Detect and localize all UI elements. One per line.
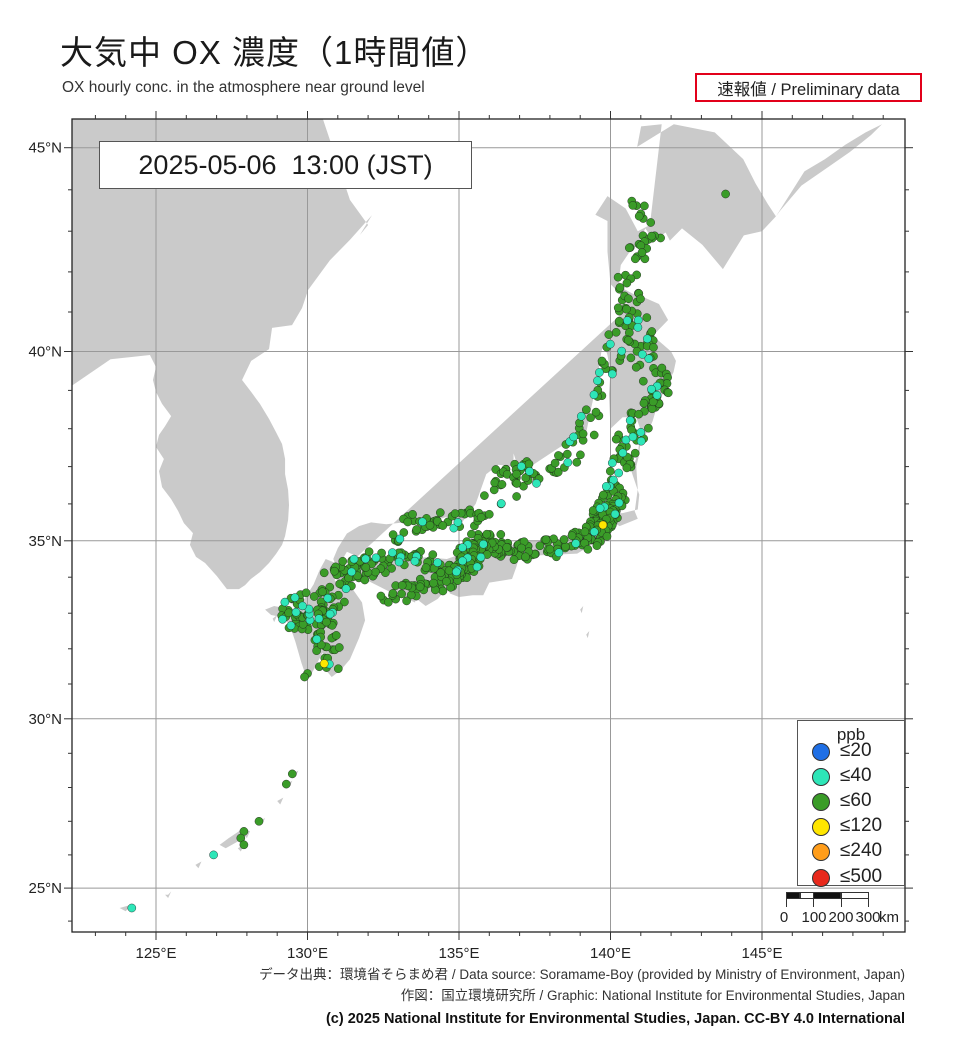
svg-text:140°E: 140°E [590, 945, 631, 962]
svg-text:25°N: 25°N [28, 880, 62, 897]
svg-text:45°N: 45°N [28, 140, 62, 157]
svg-text:40°N: 40°N [28, 344, 62, 361]
svg-text:125°E: 125°E [135, 945, 176, 962]
svg-text:130°E: 130°E [287, 945, 328, 962]
svg-text:135°E: 135°E [438, 945, 479, 962]
svg-text:145°E: 145°E [741, 945, 782, 962]
svg-text:35°N: 35°N [28, 533, 62, 550]
svg-text:30°N: 30°N [28, 711, 62, 728]
